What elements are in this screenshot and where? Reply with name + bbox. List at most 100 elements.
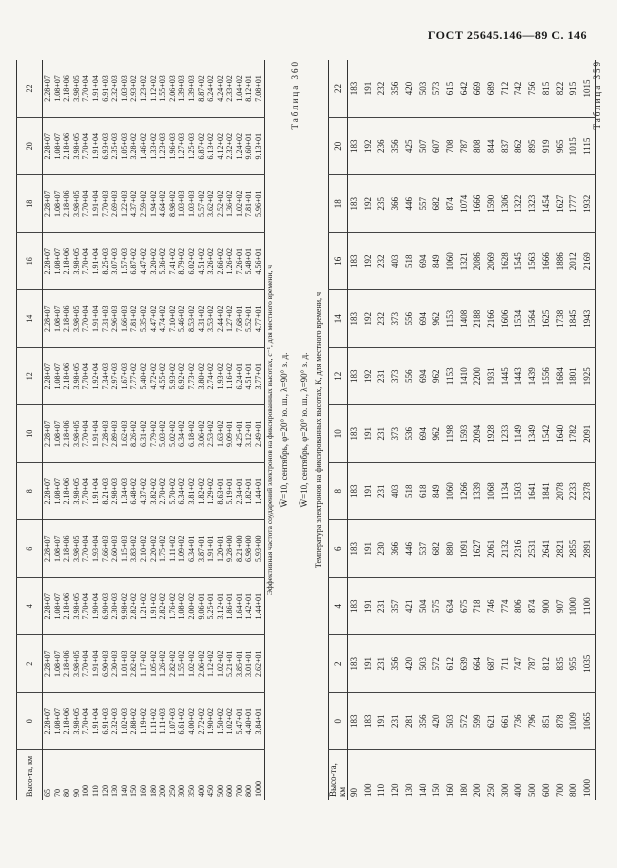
value-cell: 6.31+02 [138,405,149,463]
table-row: 150 2.88+02 2.82+02 2.82+02 3.83+02 6.48+02 8.… [129,60,139,800]
table-subtitle: Эффективная частота соударений электроно… [265,265,274,595]
value-cell: 1.90+02 [206,692,216,750]
height-cell: 700 [554,783,565,798]
height-cell: 450 [206,785,216,797]
column-header: 0 [328,692,348,750]
value-cell: 3.84+01 [254,692,265,750]
value-cell: 4.77+01 [254,290,265,348]
value-cell: 2.06+03 [167,60,178,118]
value-cell: 664 [471,635,486,693]
height-cell: 150 [129,785,139,797]
value-cell: 2.18+06 [62,405,72,463]
value-cell: 366 [389,520,403,578]
height-cell: 130 [110,785,120,797]
value-cell: 1.82+02 [196,462,207,520]
value-cell: 2.82+02 [158,577,168,635]
value-cell: 815 [539,60,554,118]
value-cell: 962 [430,405,444,463]
value-cell: 183 [347,405,362,463]
value-cell: 8.98+02 [167,175,178,233]
value-cell: 2.82+02 [129,577,139,635]
value-cell: 7.08+01 [254,60,265,118]
value-cell: 5.47+01 [234,692,245,750]
value-cell: 1666 [539,232,554,290]
value-cell: 3.98+05 [71,520,82,578]
value-cell: 2.34+01 [234,462,245,520]
value-cell: 3.98+05 [71,60,82,118]
data-table: Высо-та, км 0 2 4 6 8 10 12 14 16 18 20 22 90 183 183 18… [328,60,596,800]
value-cell: 878 [553,692,568,750]
value-cell: 1.02+02 [225,692,235,750]
value-cell: 915 [567,60,581,118]
table-row: 700 5.47+01 3.85+01 1.64+01 8.21+00 2.34+01 4.… [234,60,245,800]
value-cell: 1.27+02 [225,290,235,348]
value-cell: 2.44+02 [215,290,226,348]
value-cell: 191 [361,635,376,693]
value-cell: 1627 [471,520,486,578]
value-cell: 1.20+01 [215,520,226,578]
value-cell: 3.12+01 [244,405,255,463]
value-cell: 191 [361,577,376,635]
value-cell: 4.24+02 [215,60,226,118]
table-row: 250 621 687 746 2061 1068 1928 1931 2166 2069 1590… [485,60,499,800]
value-cell: 1928 [485,405,499,463]
value-cell: 7.68+01 [234,290,245,348]
value-cell: 2200 [471,347,486,405]
value-cell: 2.28+07 [42,520,53,578]
value-cell: 1015 [580,60,596,118]
value-cell: 6.98+00 [244,520,255,578]
value-cell: 1.91+04 [90,635,101,693]
value-cell: 7.70+04 [81,577,91,635]
value-cell: 2.18+06 [62,290,72,348]
height-cell: 120 [100,785,110,797]
table-row: 1000 1065 1035 1100 2891 2378 2091 1925 1943 2169… [580,60,596,800]
value-cell: 2078 [553,462,568,520]
height-cell: 160 [444,783,455,798]
value-cell: 7.70+04 [81,347,91,405]
value-cell: 2188 [471,290,486,348]
column-header: 14 [16,290,43,348]
value-cell: 7.10+02 [167,290,178,348]
table-row: 120 231 356 357 366 403 373 373 373 403 366 356 356 [389,60,403,800]
value-cell: 1625 [539,290,554,348]
value-cell: 3.87+01 [196,520,207,578]
value-cell: 1.91+04 [90,117,101,175]
column-header: Высо-та, км [16,750,43,800]
value-cell: 1782 [567,405,581,463]
value-cell: 3.98+05 [71,635,82,693]
value-cell: 851 [539,692,554,750]
value-cell: 2641 [539,520,554,578]
value-cell: 2166 [485,290,499,348]
value-cell: 2.30+03 [110,577,120,635]
value-cell: 1.57+03 [119,232,130,290]
value-cell: 1.02+03 [119,692,130,750]
column-header: 10 [16,405,43,463]
value-cell: 6.34+01 [186,520,197,578]
value-cell: 420 [402,635,417,693]
value-cell: 862 [512,117,527,175]
value-cell: 812 [539,635,554,693]
value-cell: 2.20+02 [148,520,159,578]
value-cell: 675 [457,577,472,635]
value-cell: 1015 [567,117,581,175]
value-cell: 6.87+02 [129,232,139,290]
value-cell: 621 [485,692,499,750]
value-cell: 6.92+02 [177,347,187,405]
value-cell: 3.82+02 [148,462,159,520]
value-cell: 2.28+07 [42,117,53,175]
value-cell: 2.32+03 [110,692,120,750]
value-cell: 2.18+06 [62,117,72,175]
value-cell: 1000 [567,577,581,635]
value-cell: 2.28+07 [42,60,53,118]
value-cell: 2.97+03 [110,347,120,405]
value-cell: 3.98+05 [71,117,82,175]
value-cell: 1.08+07 [52,60,63,118]
header-row: Высо-та, км 0 2 4 6 8 10 12 14 16 18 20 22 [16,60,43,800]
value-cell: 2.18+06 [62,520,72,578]
value-cell: 373 [389,347,403,405]
column-header: 16 [328,232,348,290]
value-cell: 1.55+02 [177,635,187,693]
value-cell: 1.91+04 [90,462,101,520]
value-cell: 2.28+07 [42,405,53,463]
